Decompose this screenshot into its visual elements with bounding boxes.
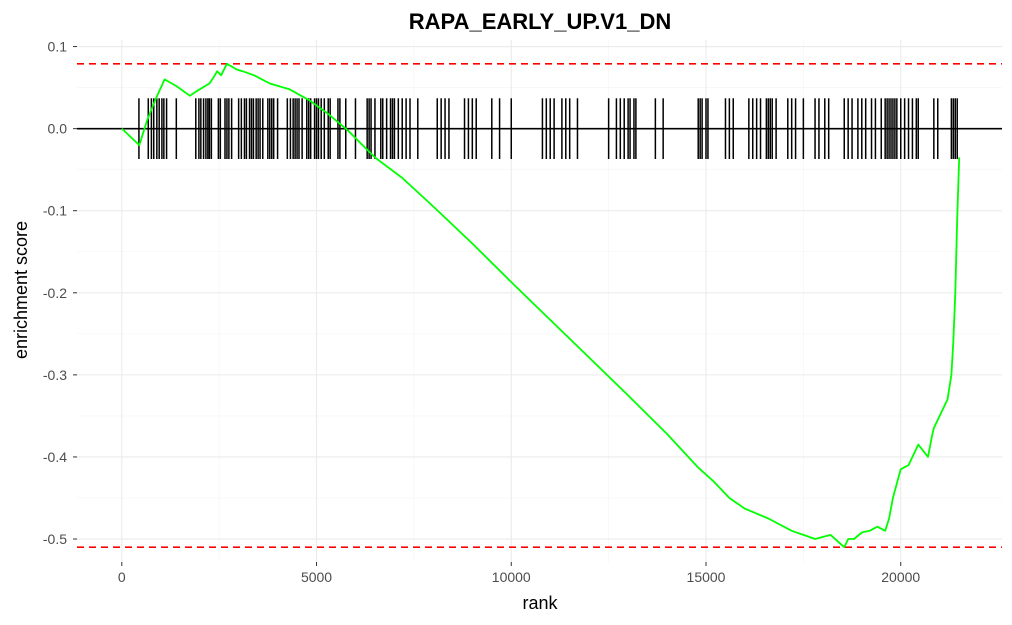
grid-lines: [77, 40, 1002, 562]
y-tick-labels: 0.1 0.0 -0.1 -0.2 -0.3 -0.4 -0.5: [43, 39, 77, 547]
y-tick-label: 0.0: [48, 121, 68, 137]
x-tick-label: 10000: [492, 569, 531, 585]
x-tick-label: 5000: [301, 569, 332, 585]
chart-title: RAPA_EARLY_UP.V1_DN: [409, 9, 671, 34]
curve-layer: [121, 62, 961, 549]
x-tick-labels: 0 5000 10000 15000 20000: [118, 562, 920, 585]
y-tick-label: -0.5: [43, 531, 67, 547]
x-tick-label: 15000: [687, 569, 726, 585]
x-tick-label: 20000: [881, 569, 920, 585]
y-tick-label: 0.1: [48, 39, 68, 55]
y-tick-label: -0.2: [43, 285, 67, 301]
reference-lines: [77, 63, 1002, 549]
y-tick-label: -0.3: [43, 367, 67, 383]
x-tick-label: 0: [118, 569, 126, 585]
y-tick-label: -0.4: [43, 449, 67, 465]
y-tick-label: -0.1: [43, 203, 67, 219]
enrichment-curve: [121, 62, 961, 549]
hit-ticks: [138, 98, 958, 160]
x-axis-title: rank: [522, 593, 558, 613]
y-axis-title: enrichment score: [11, 221, 31, 359]
